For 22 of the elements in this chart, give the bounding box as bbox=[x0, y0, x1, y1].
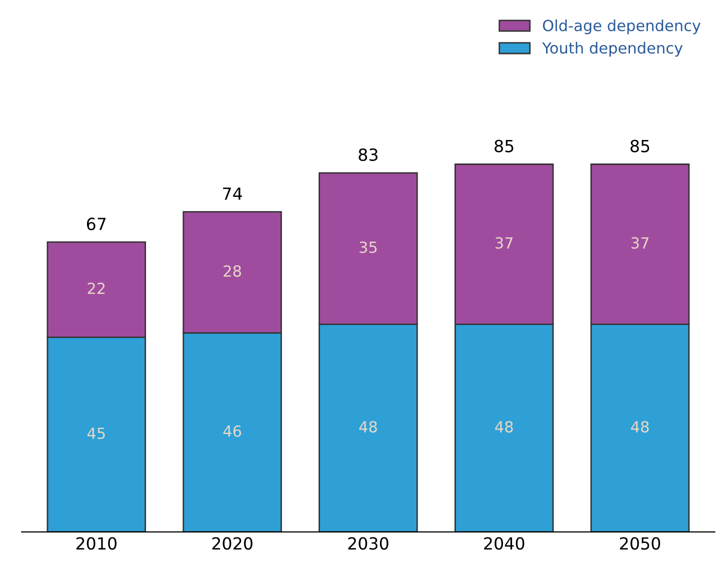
data-label: 37 bbox=[496, 237, 513, 249]
x-tick-label: 2040 bbox=[484, 537, 524, 550]
x-tick-label: 2020 bbox=[212, 537, 252, 550]
data-label: 28 bbox=[224, 265, 241, 277]
data-label: 35 bbox=[360, 241, 377, 254]
total-label: 85 bbox=[630, 140, 650, 152]
legend-label: Youth dependency bbox=[542, 42, 683, 57]
total-label: 85 bbox=[494, 140, 514, 152]
data-label: 48 bbox=[631, 421, 649, 433]
x-tick-label: 2050 bbox=[620, 537, 660, 550]
data-label: 37 bbox=[631, 237, 648, 249]
data-label: 48 bbox=[495, 421, 513, 433]
data-label: 46 bbox=[223, 425, 242, 437]
x-tick-label: 2030 bbox=[348, 537, 388, 550]
data-label: 22 bbox=[88, 282, 105, 294]
legend-label: Old-age dependency bbox=[542, 19, 701, 34]
total-label: 83 bbox=[358, 148, 378, 162]
x-tick-label: 2010 bbox=[76, 537, 117, 550]
data-label: 45 bbox=[87, 428, 105, 440]
total-label: 67 bbox=[86, 218, 106, 230]
total-label: 74 bbox=[223, 188, 242, 200]
data-label: 48 bbox=[359, 421, 377, 433]
